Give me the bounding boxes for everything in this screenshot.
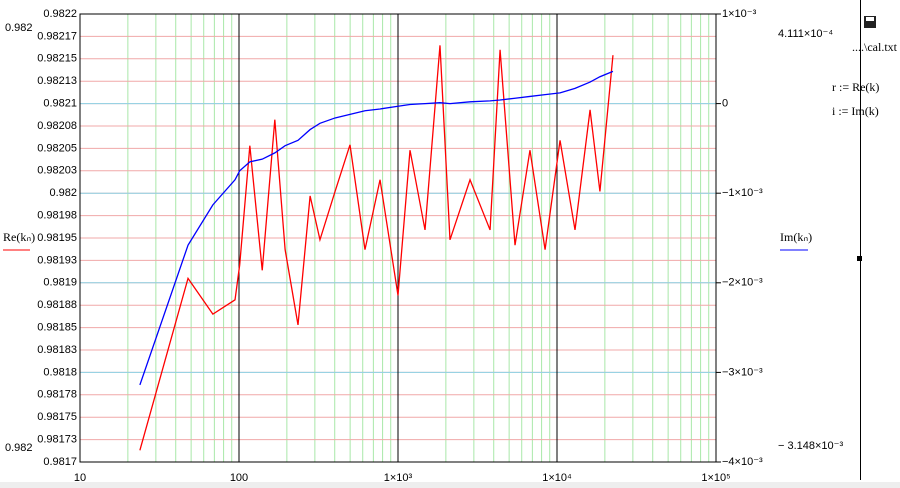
y-tick-label: 0.98198 (37, 210, 77, 222)
definition: i := Im(k) (832, 104, 879, 118)
y-tick-label: 0.9819 (43, 277, 77, 289)
y-tick-label: 0.98205 (37, 142, 77, 154)
plot-frame (79, 13, 717, 463)
y-tick-label: 0.98175 (37, 411, 77, 423)
y-tick-label: 0.98208 (37, 120, 77, 132)
y-tick-label: 0.98185 (37, 322, 77, 334)
y-tick-label: 0.98183 (37, 344, 77, 356)
y-tick-label: 0.98195 (37, 232, 77, 244)
y-axis-label: Re(kₙ) (3, 230, 35, 244)
y2-max-label: 4.111×10⁻⁴ (778, 28, 833, 40)
x-tick-label: 10 (74, 472, 86, 484)
y2-axis-label: Im(kₙ) (780, 230, 812, 244)
y2-tick-label: 1×10⁻³ (722, 8, 757, 20)
save-icon[interactable] (864, 16, 876, 28)
y-tick-label: 0.9818 (43, 366, 77, 378)
definition: r := Re(k) (832, 80, 879, 94)
y-tick-label: 0.9817 (43, 456, 77, 468)
y-min-label: 0.982 (5, 442, 33, 454)
y-tick-label: 0.9821 (43, 98, 77, 110)
y-tick-label: 0.98193 (37, 254, 77, 266)
series-line (139, 70, 614, 386)
file-path: ....\cal.txt (852, 40, 898, 54)
y-tick-label: 0.98213 (37, 75, 77, 87)
y-tick-label: 0.98217 (37, 30, 77, 42)
y-max-label: 0.982 (5, 22, 33, 34)
icon-label (866, 17, 874, 21)
x-tick-label: 100 (230, 472, 248, 484)
scrollbar[interactable] (0, 482, 900, 488)
resize-handle[interactable] (857, 256, 862, 261)
x-tick-label: 1×10⁵ (701, 472, 730, 484)
y-tick-label: 0.98203 (37, 165, 77, 177)
y-tick-label: 0.982 (49, 187, 77, 199)
y2-tick-label: −2×10⁻³ (722, 277, 763, 289)
y2-tick-label: −1×10⁻³ (722, 187, 763, 199)
y2-min-label: − 3.148×10⁻³ (778, 440, 843, 452)
grid (79, 13, 717, 463)
x-tick-label: 1×10⁴ (542, 472, 572, 484)
series-line (139, 45, 614, 451)
y-tick-label: 0.98178 (37, 389, 77, 401)
y-tick-label: 0.9822 (43, 8, 77, 20)
y-tick-label: 0.98215 (37, 53, 77, 65)
x-tick-label: 1×10³ (384, 472, 413, 484)
y2-tick-label: 0 (722, 98, 728, 110)
y2-tick-label: −4×10⁻³ (722, 456, 763, 468)
y2-tick-label: −3×10⁻³ (722, 366, 763, 378)
y-tick-label: 0.98188 (37, 299, 77, 311)
y-tick-label: 0.98173 (37, 434, 77, 446)
